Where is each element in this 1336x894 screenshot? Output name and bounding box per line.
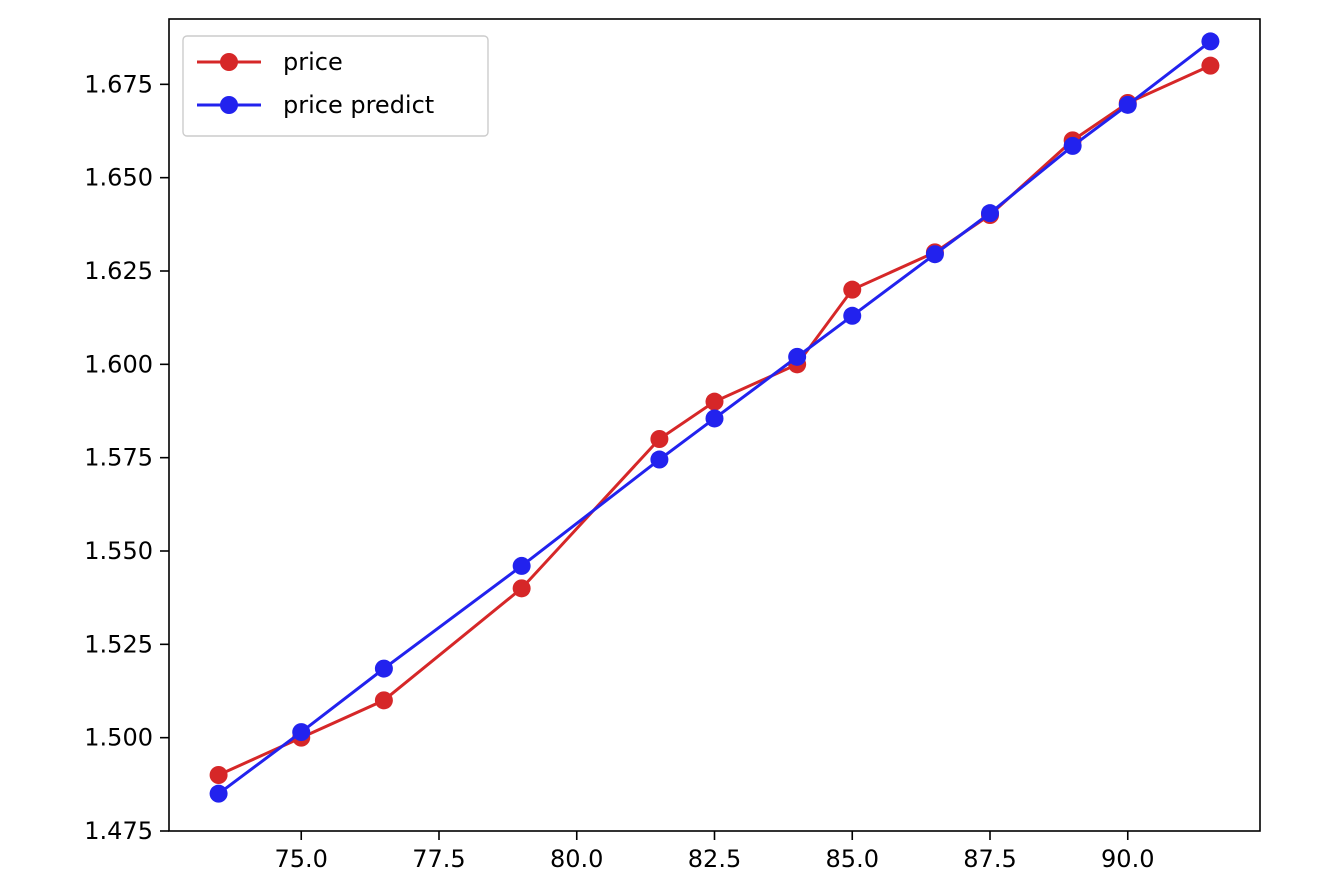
y-tick-label: 1.625 — [84, 257, 153, 285]
x-tick-label: 90.0 — [1101, 845, 1154, 873]
data-point-series-1 — [788, 347, 807, 366]
data-point-series-0 — [512, 579, 531, 598]
data-point-series-1 — [1118, 95, 1137, 114]
data-point-series-1 — [650, 450, 669, 469]
x-tick-label: 82.5 — [688, 845, 741, 873]
data-point-series-0 — [843, 280, 862, 299]
y-tick-label: 1.500 — [84, 724, 153, 752]
legend: price price predict — [182, 35, 489, 137]
data-point-series-0 — [705, 392, 724, 411]
data-point-series-1 — [843, 306, 862, 325]
data-point-series-1 — [512, 556, 531, 575]
data-point-series-0 — [1201, 56, 1220, 75]
legend-label-0: price — [283, 48, 343, 76]
legend-marker-1 — [220, 96, 238, 114]
y-tick-label: 1.675 — [84, 70, 153, 98]
data-point-series-1 — [292, 723, 311, 742]
y-tick-label: 1.600 — [84, 350, 153, 378]
data-point-series-1 — [374, 659, 393, 678]
data-point-series-1 — [705, 409, 724, 428]
x-axis: 75.0 77.5 80.0 82.5 85.0 87.5 90.0 — [275, 831, 1154, 873]
x-tick-label: 80.0 — [550, 845, 603, 873]
data-point-series-0 — [650, 430, 669, 448]
data-point-series-0 — [374, 691, 393, 710]
y-tick-label: 1.650 — [84, 164, 153, 192]
data-point-series-1 — [1063, 136, 1082, 155]
series-layer — [209, 32, 1220, 803]
y-tick-label: 1.575 — [84, 444, 153, 472]
data-point-series-1 — [925, 245, 944, 264]
data-point-series-0 — [209, 766, 228, 784]
data-point-series-1 — [209, 784, 228, 803]
x-tick-label: 75.0 — [275, 845, 328, 873]
y-tick-label: 1.550 — [84, 537, 153, 565]
y-axis: 1.475 1.500 1.525 1.550 1.575 1.600 1.625 1.650… — [84, 70, 169, 845]
y-tick-label: 1.525 — [84, 630, 153, 658]
x-tick-label: 85.0 — [826, 845, 879, 873]
x-tick-label: 87.5 — [963, 845, 1016, 873]
legend-label-1: price predict — [283, 91, 434, 119]
legend-marker-0 — [220, 53, 238, 71]
data-point-series-1 — [1201, 32, 1220, 51]
data-point-series-1 — [981, 204, 1000, 223]
x-tick-label: 77.5 — [412, 845, 465, 873]
y-tick-label: 1.475 — [84, 817, 153, 845]
